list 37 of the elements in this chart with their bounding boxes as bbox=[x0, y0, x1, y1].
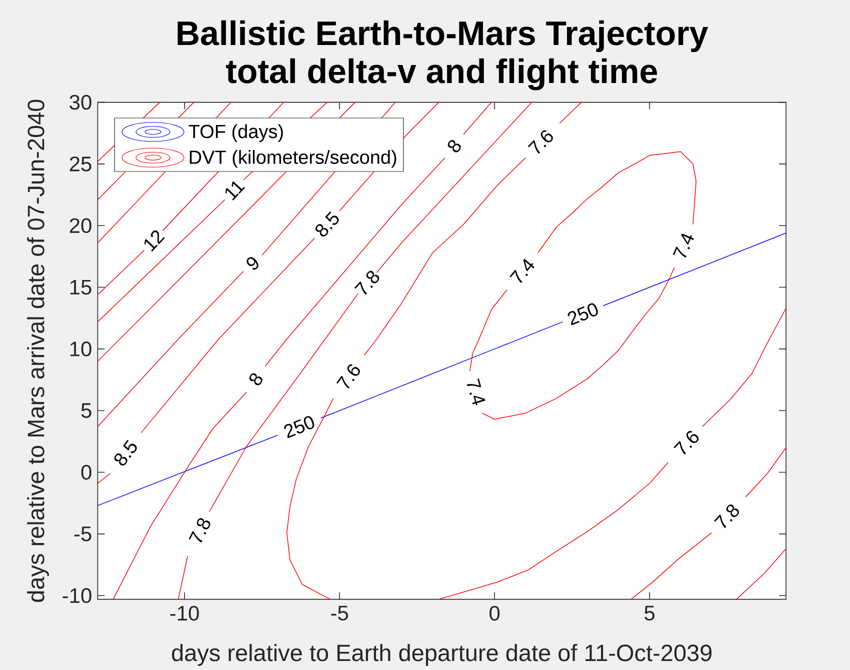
y-tick-label: 20 bbox=[70, 218, 92, 234]
annotation: 8 bbox=[249, 373, 262, 386]
annotation: 11 bbox=[225, 181, 245, 200]
annotation: 7.8 bbox=[714, 504, 739, 528]
legend-label: DVT (kilometers/second) bbox=[190, 150, 396, 168]
annotation: 7.4 bbox=[672, 233, 694, 258]
annotation: 7.8 bbox=[188, 518, 210, 542]
annotation: 8 bbox=[448, 140, 461, 152]
annotation: 8.5 bbox=[114, 440, 137, 466]
chart-title: Ballistic Earth-to-Mars Trajectory bbox=[178, 20, 708, 52]
y-axis-title: days relative to Mars arrival date of 07-Jun-2040 bbox=[27, 100, 49, 602]
legend-label: TOF (days) bbox=[188, 124, 283, 142]
annotation: 7.8 bbox=[354, 270, 380, 295]
x-tick-label: 5 bbox=[644, 606, 655, 620]
annotation: 7.6 bbox=[674, 430, 699, 455]
x-tick-label: -5 bbox=[331, 606, 348, 620]
y-tick-label: -10 bbox=[62, 588, 92, 604]
y-tick-label: 25 bbox=[70, 156, 92, 172]
annotation: 250 bbox=[284, 416, 314, 438]
annotation: 7.6 bbox=[528, 130, 553, 154]
annotation: 12 bbox=[144, 230, 165, 252]
x-tick-label: 0 bbox=[490, 606, 500, 621]
annotation: 8.5 bbox=[315, 211, 339, 237]
y-tick-label: 0 bbox=[81, 464, 92, 480]
annotation: 9 bbox=[246, 257, 258, 270]
y-tick-label: 30 bbox=[70, 94, 92, 110]
annotation: 7.4 bbox=[466, 378, 486, 406]
annotation: 7.6 bbox=[336, 364, 360, 388]
annotation: 250 bbox=[568, 303, 598, 326]
chart-subtitle: total delta-v and flight time bbox=[226, 58, 657, 90]
y-tick-label: 5 bbox=[81, 403, 92, 418]
y-tick-label: 10 bbox=[70, 342, 92, 356]
y-tick-label: -5 bbox=[74, 526, 92, 542]
annotation: 7.4 bbox=[510, 258, 534, 283]
x-tick-label: -10 bbox=[170, 606, 199, 621]
x-axis-title: days relative to Earth departure date of 11-Oct-2039 bbox=[172, 644, 712, 666]
y-tick-label: 15 bbox=[70, 280, 92, 295]
